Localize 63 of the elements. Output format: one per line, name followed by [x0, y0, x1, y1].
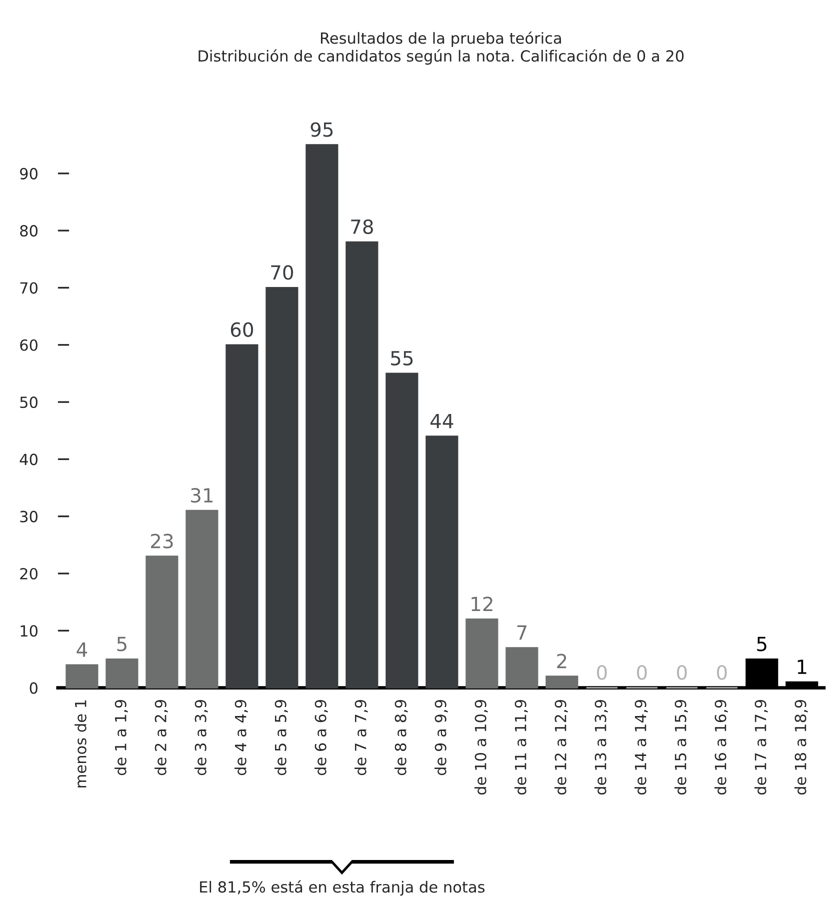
x-tick-label: de 17 a 17,9	[754, 700, 768, 795]
data-label: 23	[151, 534, 173, 548]
bar	[106, 658, 138, 688]
data-label: 12	[472, 596, 492, 612]
x-tick-label: de 7 a 7,9	[354, 700, 368, 776]
x-tick-label: de 13 a 13,9	[594, 700, 608, 795]
bar	[266, 287, 298, 688]
y-tick-label: 90	[20, 168, 38, 180]
data-label: 60	[230, 322, 254, 337]
bar	[546, 676, 578, 688]
x-tick-label: de 6 a 6,9	[314, 700, 328, 776]
chart-title: Resultados de la prueba teórica Distribución de candidatos según la nota. Calificación de 0 a 20	[198, 31, 684, 65]
y-tick-label: 20	[20, 568, 38, 580]
data-label: 44	[430, 414, 454, 428]
data-label: 5	[117, 636, 126, 652]
bar	[346, 241, 378, 688]
x-tick-label: de 1 a 1,9	[114, 700, 128, 776]
x-tick-label: menos de 1	[74, 700, 86, 788]
data-label: 4	[76, 642, 88, 657]
y-tick-label: 0	[30, 682, 38, 694]
x-tick-label: de 3 a 3,9	[194, 700, 208, 776]
y-tick-label: 80	[20, 225, 38, 237]
x-tick-label: de 4 a 4,9	[234, 700, 248, 776]
x-tick-label: de 15 a 15,9	[674, 700, 688, 795]
bar	[306, 144, 338, 688]
x-tick-label: de 2 a 2,9	[154, 700, 168, 776]
bar	[226, 344, 258, 688]
data-label: 1	[798, 660, 806, 674]
x-tick-label: de 9 a 9,9	[434, 700, 448, 776]
x-tick-label: de 10 a 10,9	[474, 700, 488, 795]
data-label: 78	[351, 219, 373, 234]
y-tick-label: 70	[20, 282, 38, 294]
y-tick-label: 60	[20, 339, 38, 351]
data-label: 55	[391, 351, 413, 366]
x-tick-label: de 16 a 16,9	[714, 700, 728, 795]
x-tick-label: de 14 a 14,9	[634, 700, 648, 795]
data-label: 0	[596, 665, 607, 680]
data-label: 2	[557, 654, 566, 668]
bar	[506, 647, 538, 688]
bar	[426, 436, 458, 688]
data-label: 95	[310, 122, 333, 137]
x-tick-label: de 11 a 11,9	[514, 700, 528, 795]
data-label: 0	[676, 665, 687, 680]
x-tick-label: de 5 a 5,9	[274, 700, 288, 776]
text: El 81,5% está en esta franja de notas	[200, 880, 485, 896]
x-tick-label: de 8 a 8,9	[394, 700, 408, 776]
data-label: 5	[757, 636, 766, 652]
bar	[66, 664, 98, 688]
y-tick-label: 50	[20, 396, 38, 408]
data-label: 0	[636, 665, 647, 680]
bar	[146, 556, 178, 688]
data-label: 7	[517, 625, 526, 640]
data-label: 0	[716, 665, 727, 680]
data-label: 70	[271, 265, 294, 280]
y-tick-label: 10	[20, 625, 38, 637]
x-tick-label: de 12 a 12,9	[554, 700, 568, 795]
y-tick-label: 40	[20, 454, 38, 466]
bar	[186, 510, 218, 688]
bar	[386, 372, 418, 688]
data-label: 31	[191, 488, 213, 503]
x-tick-label: de 18 a 18,9	[794, 700, 808, 795]
bar	[466, 618, 498, 688]
y-tick-label: 30	[20, 510, 38, 522]
